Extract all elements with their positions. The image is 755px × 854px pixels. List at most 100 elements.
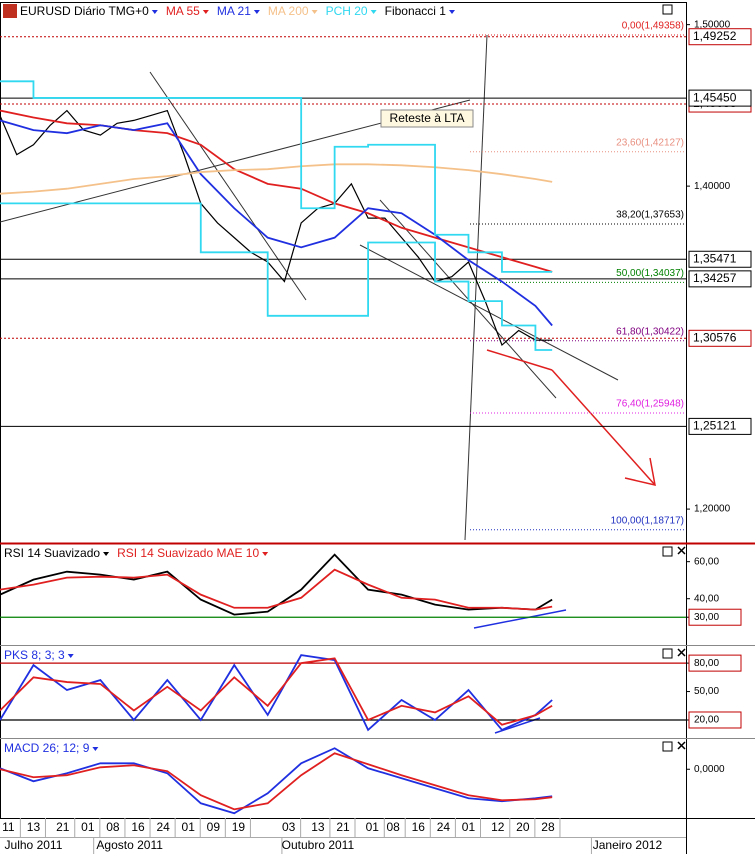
y-tick-label: 20,00: [694, 715, 719, 726]
dropdown-arrow: [370, 10, 377, 14]
x-tick-label: 13: [311, 820, 325, 834]
price-tag: 1,49252: [693, 29, 737, 43]
legend-entry: MACD 26; 12; 9: [4, 741, 90, 755]
y-tick-label: 40,00: [694, 593, 719, 604]
x-month-label: Agosto 2011: [96, 838, 163, 852]
fib-label: 38,20(1,37653): [616, 210, 684, 221]
fib-label: 23,60(1,42127): [616, 137, 684, 148]
x-tick-label: 24: [156, 820, 170, 834]
x-tick-label: 16: [131, 820, 145, 834]
x-tick-label: 08: [387, 820, 401, 834]
series-line: [0, 568, 553, 611]
dropdown-arrow: [103, 552, 110, 556]
series-line: [0, 119, 553, 327]
x-tick-label: 11: [2, 820, 15, 834]
x-tick-label: 28: [541, 820, 555, 834]
chart-title: EURUSD Diário TMG+0: [20, 4, 149, 18]
price-tag-box: [688, 270, 752, 288]
fib-label: 50,00(1,34037): [616, 268, 684, 279]
price-tag: 1,45450: [693, 90, 737, 104]
dropdown-arrow: [202, 10, 209, 14]
dropdown-arrow: [92, 747, 99, 751]
series-line: [0, 553, 553, 616]
legend-entry: MA 55: [166, 4, 200, 18]
y-tick-label: 80,00: [694, 658, 719, 669]
series-line: [0, 109, 553, 273]
dropdown-arrow: [253, 10, 260, 14]
x-tick-label: 01: [366, 820, 380, 834]
series-line: [0, 163, 553, 195]
x-tick-label: 20: [516, 820, 530, 834]
close-button[interactable]: [677, 648, 686, 657]
x-tick-label: 24: [437, 820, 451, 834]
x-tick-label: 01: [182, 820, 196, 834]
x-tick-label: 01: [462, 820, 476, 834]
price-tag: 1,35471: [693, 251, 737, 265]
x-tick-label: 08: [106, 820, 120, 834]
price-tag-box: [688, 89, 752, 107]
x-tick-label: 21: [56, 820, 70, 834]
fib-label: 76,40(1,25948): [616, 399, 684, 410]
indicator-label: Fibonacci 1: [385, 4, 447, 18]
series-line: [0, 109, 553, 347]
x-month-label: Janeiro 2012: [593, 838, 663, 852]
fib-label: 0,00(1,49358): [622, 21, 684, 32]
y-tick-label: 1,40000: [694, 181, 731, 192]
x-tick-label: 16: [412, 820, 426, 834]
fib-label: 61,80(1,30422): [616, 326, 684, 337]
legend-entry: RSI 14 Suavizado MAE 10: [117, 546, 259, 560]
close-button[interactable]: [677, 741, 686, 750]
series-line: [0, 80, 553, 273]
legend-entry: PKS 8; 3; 3: [4, 648, 65, 662]
series-line: [0, 657, 553, 726]
legend-entry: RSI 14 Suavizado: [4, 546, 100, 560]
y-tick-label: 1,20000: [694, 504, 731, 515]
x-tick-label: 13: [27, 820, 41, 834]
tick-box: [688, 711, 742, 729]
price-tag-box: [688, 329, 752, 347]
x-month-label: Julho 2011: [5, 838, 63, 852]
annotation-box: [380, 109, 474, 128]
close-button[interactable]: [677, 546, 686, 555]
price-tag-box: [688, 28, 752, 46]
price-tag-box: [688, 250, 752, 268]
dropdown-arrow: [262, 552, 269, 556]
dropdown-arrow: [311, 10, 318, 14]
price-tag: 1,25121: [693, 419, 737, 433]
dropdown-arrow: [67, 654, 74, 658]
close-buttons: [677, 546, 686, 750]
y-tick-label: 50,00: [694, 686, 719, 697]
x-tick-label: 03: [282, 820, 296, 834]
x-month-label: Outubro 2011: [282, 838, 355, 852]
x-tick-label: 01: [81, 820, 95, 834]
tick-box: [688, 654, 742, 672]
series-line: [0, 202, 553, 351]
series-line: [0, 752, 553, 811]
maximize-button[interactable]: [662, 648, 673, 659]
tick-box: [688, 608, 742, 626]
legend-entry: MA 200: [268, 4, 309, 18]
symbol-icon[interactable]: [3, 4, 17, 18]
maximize-button[interactable]: [662, 546, 673, 557]
y-tick-label: 1,50000: [694, 19, 731, 30]
x-tick-label: 09: [207, 820, 221, 834]
window-buttons: [662, 4, 673, 752]
annotation: Reteste à LTA: [390, 111, 465, 125]
x-tick-label: 21: [336, 820, 350, 834]
x-tick-label: 19: [232, 820, 246, 834]
legend-entry: MA 21: [217, 4, 251, 18]
y-tick-label: 0,0000: [694, 764, 725, 775]
legend-entry: PCH 20: [326, 4, 368, 18]
maximize-button[interactable]: [662, 4, 673, 15]
dropdown-arrow: [448, 10, 455, 14]
price-tag-box: [688, 417, 752, 435]
y-tick-label: 60,00: [694, 556, 719, 567]
series-line: [0, 747, 553, 815]
price-tag: 1,30576: [693, 330, 737, 344]
maximize-button[interactable]: [662, 741, 673, 752]
price-tag: 1,34257: [693, 271, 737, 285]
x-tick-label: 12: [491, 820, 505, 834]
